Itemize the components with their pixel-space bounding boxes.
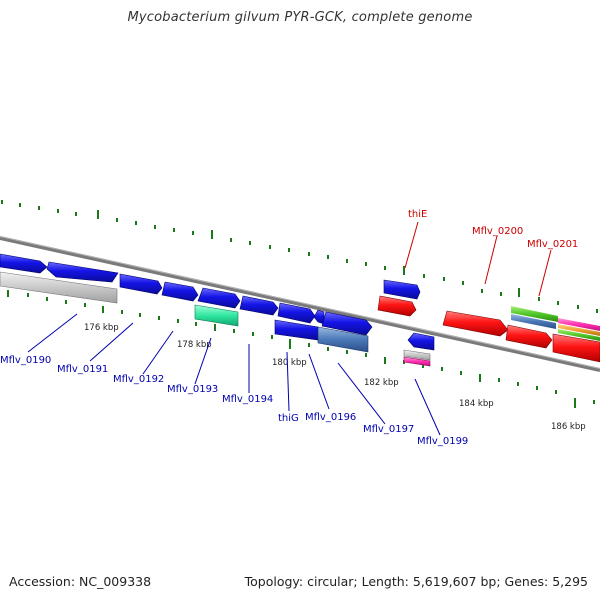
gene-label: Mflv_0193: [167, 384, 218, 395]
gene-arrow: [558, 318, 600, 331]
forward-strand-red-genes: [377, 295, 600, 363]
gene-label: Mflv_0196: [305, 412, 356, 423]
gene-arrow: [505, 324, 553, 349]
gene-arrow: [403, 356, 431, 367]
scale-labels: 176 kbp 178 kbp 180 kbp 182 kbp 184 kbp …: [84, 323, 586, 432]
scale-label: 180 kbp: [272, 358, 307, 368]
gene-arrow: [239, 295, 279, 316]
gene-arrow: [197, 287, 241, 309]
gene-arrow: [0, 253, 48, 274]
accession-label: Accession: NC_009338: [9, 574, 152, 589]
gene-label: Mflv_0190: [0, 355, 51, 366]
label-leader-lines: [27, 221, 552, 436]
gene-arrow: [161, 281, 199, 302]
gene-label: Mflv_0201: [527, 239, 578, 250]
gene-arrow: [552, 333, 600, 363]
gene-label: Mflv_0199: [417, 436, 468, 447]
forward-strand-rna-genes: [511, 306, 600, 341]
inner-tick-scale: [7, 290, 595, 408]
scale-label: 184 kbp: [459, 399, 494, 409]
scale-label: 182 kbp: [364, 378, 399, 388]
gene-arrow: [407, 332, 435, 351]
outer-tick-scale: [1, 200, 598, 313]
gene-label: thiE: [408, 209, 427, 220]
gene-arrow: [317, 326, 369, 353]
gene-arrow: [119, 273, 163, 295]
gene-arrow: [511, 306, 558, 322]
gene-label: Mflv_0191: [57, 364, 108, 375]
genome-summary: Topology: circular; Length: 5,619,607 bp…: [244, 574, 588, 589]
gene-arrow: [277, 302, 316, 324]
gene-arrow: [0, 271, 118, 304]
genome-backbone: [0, 236, 600, 372]
gene-label: Mflv_0192: [113, 374, 164, 385]
gene-label: Mflv_0197: [363, 424, 414, 435]
gene-arrow: [274, 319, 319, 341]
gene-arrow: [383, 279, 421, 300]
forward-strand-genes: [0, 253, 421, 336]
gene-arrow: [194, 304, 239, 327]
scale-label: 178 kbp: [177, 340, 212, 350]
gene-arrow: [442, 310, 509, 337]
gene-label: Mflv_0194: [222, 394, 273, 405]
reverse-strand-genes: [0, 271, 435, 367]
scale-label: 186 kbp: [551, 422, 586, 432]
scale-label: 176 kbp: [84, 323, 119, 333]
gene-label: thiG: [278, 413, 299, 424]
gene-arrow: [558, 324, 600, 336]
gene-arrow: [511, 314, 556, 329]
gene-arrow: [313, 309, 325, 325]
genome-title: Mycobacterium gilvum PYR-GCK, complete g…: [127, 10, 473, 25]
gene-arrow: [377, 295, 417, 317]
gene-arrow: [403, 349, 431, 361]
gene-arrow: [321, 311, 373, 336]
gene-label: Mflv_0200: [472, 226, 523, 237]
gene-labels: Mflv_0190 Mflv_0191 Mflv_0192 Mflv_0193 …: [0, 209, 578, 447]
gene-arrow: [558, 329, 600, 341]
gene-arrow: [46, 261, 119, 283]
